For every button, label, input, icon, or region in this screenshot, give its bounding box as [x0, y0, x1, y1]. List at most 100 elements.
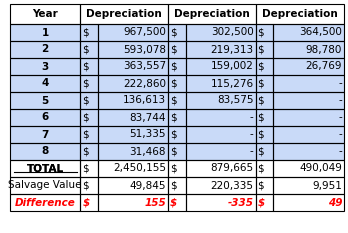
- Text: 593,078: 593,078: [123, 45, 166, 55]
- Text: $: $: [258, 130, 264, 140]
- Bar: [10, 92, 80, 109]
- Text: $: $: [82, 181, 89, 191]
- Bar: [255, 126, 273, 143]
- Bar: [273, 126, 344, 143]
- Text: $: $: [170, 147, 177, 157]
- Bar: [98, 41, 168, 58]
- Text: 83,575: 83,575: [217, 96, 254, 106]
- Bar: [98, 41, 168, 58]
- Bar: [186, 41, 255, 58]
- Bar: [10, 143, 80, 160]
- Bar: [186, 24, 255, 41]
- Bar: [98, 75, 168, 92]
- Bar: [168, 58, 186, 75]
- Bar: [10, 4, 80, 24]
- Bar: [10, 4, 80, 24]
- Bar: [273, 160, 344, 177]
- Text: Salvage Value: Salvage Value: [8, 181, 82, 191]
- Bar: [80, 160, 98, 177]
- Bar: [186, 58, 255, 75]
- Text: -: -: [338, 113, 342, 123]
- Text: $: $: [258, 96, 264, 106]
- Text: -: -: [338, 79, 342, 89]
- Bar: [80, 4, 168, 24]
- Text: 967,500: 967,500: [123, 27, 166, 38]
- Text: 31,468: 31,468: [129, 147, 166, 157]
- Bar: [186, 194, 255, 211]
- Bar: [98, 24, 168, 41]
- Bar: [10, 109, 80, 126]
- Text: 26,769: 26,769: [306, 62, 342, 72]
- Bar: [80, 143, 98, 160]
- Bar: [10, 24, 80, 41]
- Bar: [186, 160, 255, 177]
- Bar: [80, 194, 98, 211]
- Bar: [168, 143, 186, 160]
- Bar: [273, 41, 344, 58]
- Bar: [168, 92, 186, 109]
- Text: $: $: [258, 181, 264, 191]
- Text: 49,845: 49,845: [129, 181, 166, 191]
- Bar: [255, 75, 273, 92]
- Bar: [80, 177, 98, 194]
- Bar: [168, 24, 186, 41]
- Bar: [80, 41, 98, 58]
- Bar: [186, 41, 255, 58]
- Bar: [255, 126, 273, 143]
- Bar: [255, 109, 273, 126]
- Bar: [255, 58, 273, 75]
- Bar: [186, 143, 255, 160]
- Bar: [273, 109, 344, 126]
- Bar: [273, 24, 344, 41]
- Text: 363,557: 363,557: [123, 62, 166, 72]
- Bar: [98, 160, 168, 177]
- Bar: [98, 177, 168, 194]
- Bar: [273, 143, 344, 160]
- Bar: [80, 75, 98, 92]
- Bar: [10, 92, 80, 109]
- Bar: [168, 75, 186, 92]
- Bar: [98, 75, 168, 92]
- Bar: [168, 160, 186, 177]
- Bar: [98, 126, 168, 143]
- Text: 6: 6: [41, 113, 49, 123]
- Bar: [255, 58, 273, 75]
- Bar: [273, 143, 344, 160]
- Bar: [10, 160, 80, 177]
- Bar: [10, 58, 80, 75]
- Bar: [273, 194, 344, 211]
- Bar: [80, 92, 98, 109]
- Bar: [10, 177, 80, 194]
- Bar: [168, 194, 186, 211]
- Text: 7: 7: [41, 130, 49, 140]
- Text: 364,500: 364,500: [299, 27, 342, 38]
- Bar: [98, 160, 168, 177]
- Bar: [168, 126, 186, 143]
- Text: $: $: [82, 79, 89, 89]
- Bar: [273, 160, 344, 177]
- Bar: [98, 177, 168, 194]
- Text: $: $: [258, 113, 264, 123]
- Text: 879,665: 879,665: [211, 164, 254, 174]
- Text: 1: 1: [41, 27, 49, 38]
- Text: 49: 49: [327, 198, 342, 208]
- Text: $: $: [170, 164, 177, 174]
- Text: 51,335: 51,335: [129, 130, 166, 140]
- Text: 5: 5: [41, 96, 49, 106]
- Bar: [80, 109, 98, 126]
- Bar: [98, 126, 168, 143]
- Bar: [80, 4, 168, 24]
- Bar: [10, 41, 80, 58]
- Bar: [10, 160, 80, 177]
- Text: $: $: [82, 130, 89, 140]
- Bar: [80, 160, 98, 177]
- Text: $: $: [258, 164, 264, 174]
- Text: $: $: [82, 147, 89, 157]
- Bar: [98, 109, 168, 126]
- Text: -: -: [250, 130, 254, 140]
- Text: $: $: [82, 198, 90, 208]
- Bar: [80, 126, 98, 143]
- Bar: [98, 58, 168, 75]
- Text: 490,049: 490,049: [299, 164, 342, 174]
- Bar: [98, 92, 168, 109]
